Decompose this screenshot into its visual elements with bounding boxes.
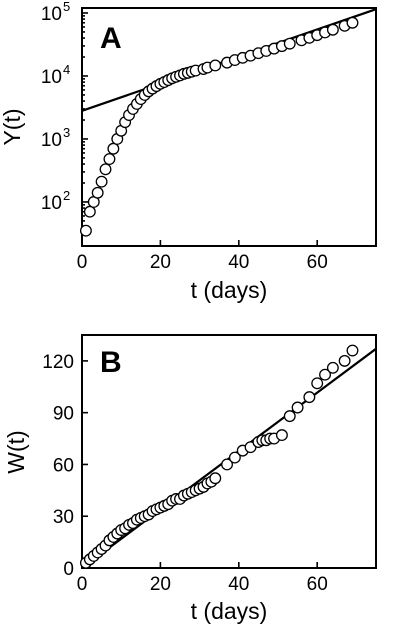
- x-tick-label: 40: [228, 574, 249, 595]
- panel-b-y-axis-label: W(t): [3, 430, 29, 473]
- data-point: [103, 153, 116, 166]
- panel-b-x-axis-label: t (days): [191, 598, 268, 624]
- y-tick-exponent: 2: [63, 188, 70, 203]
- data-point: [95, 175, 108, 188]
- data-point: [79, 224, 92, 237]
- panel-b: 0 20 40 60 0 30 60 90 120 B t (days) W(t): [3, 334, 377, 624]
- y-tick-label: 90: [53, 404, 74, 425]
- data-point: [346, 16, 359, 29]
- data-point: [275, 429, 288, 442]
- data-point: [221, 458, 233, 471]
- panel-b-frame: [81, 334, 377, 569]
- data-point: [338, 354, 351, 367]
- data-point: [319, 368, 331, 381]
- y-tick-label: 0: [63, 559, 74, 580]
- data-point: [283, 37, 296, 50]
- data-point: [326, 361, 339, 374]
- panel-b-points: [79, 344, 359, 569]
- data-point: [99, 163, 112, 176]
- data-point: [209, 59, 222, 72]
- data-point: [311, 377, 324, 390]
- y-tick-label: 10: [41, 67, 62, 88]
- panel-a-points: [79, 16, 359, 237]
- data-point: [346, 344, 359, 357]
- y-tick-label: 30: [53, 507, 74, 528]
- y-tick-label: 10: [41, 4, 62, 25]
- x-tick-label: 20: [150, 252, 171, 273]
- x-tick-label: 0: [77, 574, 88, 595]
- data-point: [326, 23, 339, 36]
- data-point: [303, 391, 316, 404]
- x-tick-label: 40: [228, 252, 249, 273]
- panel-a-x-axis-label: t (days): [191, 277, 268, 303]
- data-point: [107, 142, 120, 155]
- data-point: [283, 410, 296, 423]
- data-point: [83, 205, 96, 218]
- y-tick-exponent: 4: [63, 62, 70, 77]
- x-tick-label: 0: [77, 252, 88, 273]
- panel-a-y-axis-label: Y(t): [0, 108, 25, 145]
- panel-b-label: B: [100, 346, 122, 379]
- x-tick-label: 60: [307, 252, 328, 273]
- y-tick-label: 10: [41, 193, 62, 214]
- y-tick-exponent: 3: [63, 125, 70, 140]
- data-point: [209, 472, 222, 485]
- x-tick-label: 20: [150, 574, 171, 595]
- y-tick-label: 120: [42, 352, 74, 373]
- data-point: [228, 451, 241, 464]
- y-tick-label: 60: [53, 455, 74, 476]
- y-tick-exponent: 5: [63, 0, 70, 14]
- data-point: [291, 401, 304, 414]
- x-tick-label: 60: [307, 574, 328, 595]
- data-point: [91, 186, 104, 199]
- panel-a-frame: [81, 7, 377, 247]
- panel-a-label: A: [100, 22, 122, 55]
- y-tick-label: 10: [41, 130, 62, 151]
